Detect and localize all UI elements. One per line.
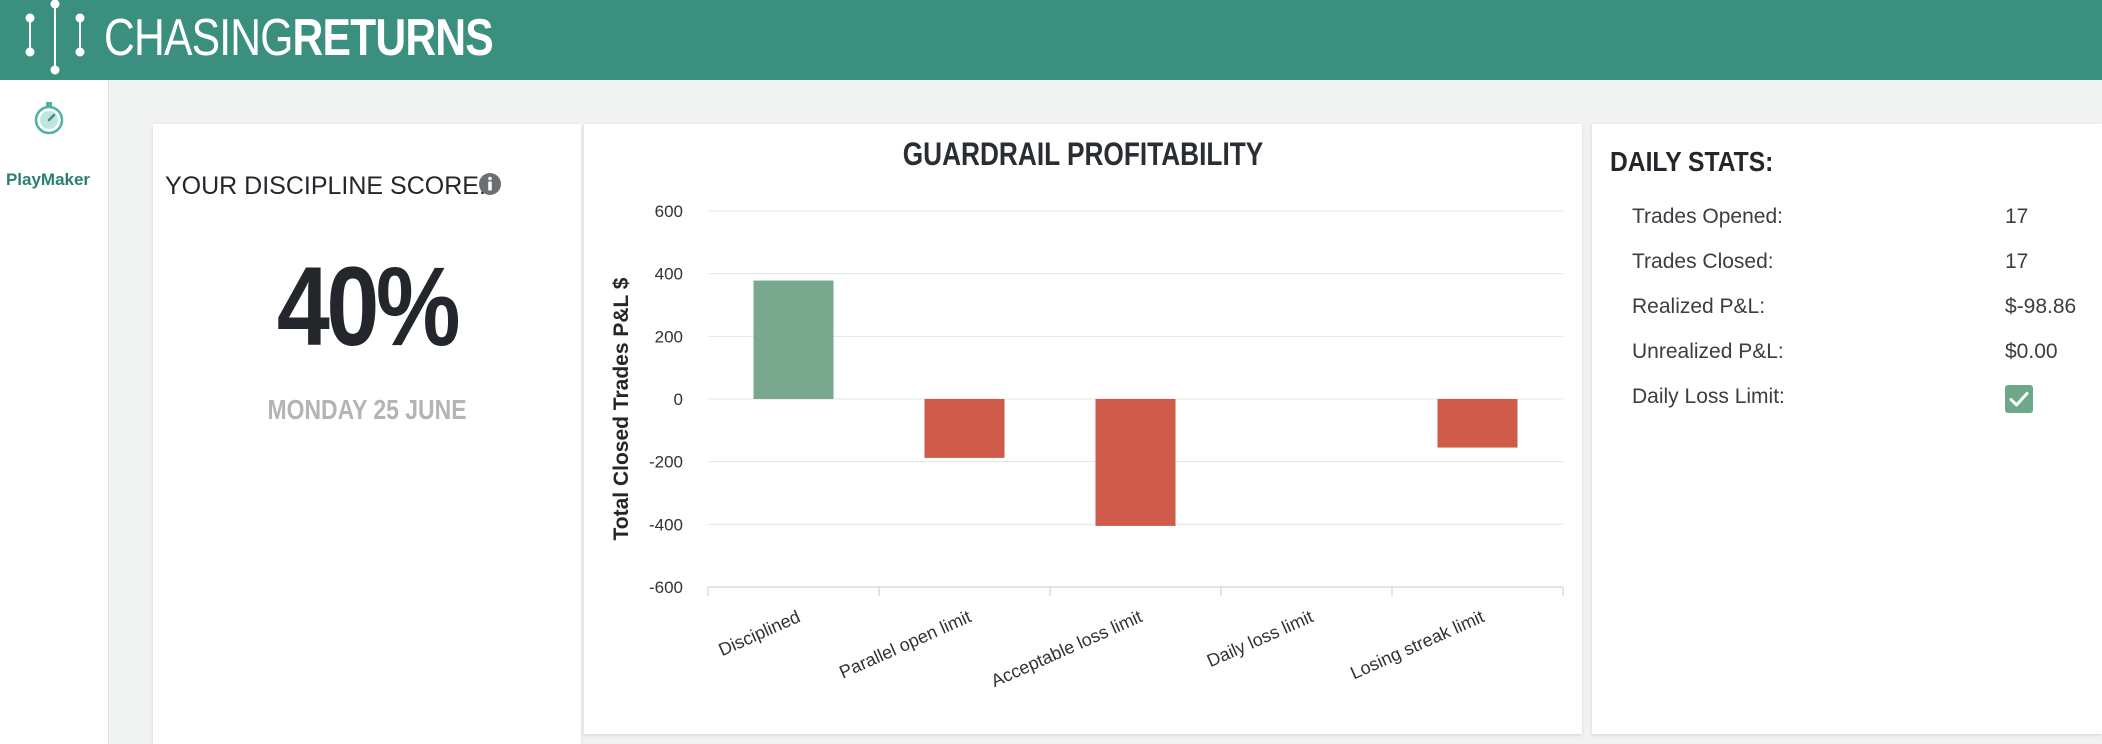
daily-stats-title: DAILY STATS: bbox=[1610, 146, 1774, 177]
y-axis-title: Total Closed Trades P&L $ bbox=[610, 277, 633, 540]
bar bbox=[1095, 399, 1176, 526]
y-tick-label: -400 bbox=[649, 515, 683, 534]
x-category-label: Disciplined bbox=[715, 606, 803, 660]
stat-value: $0.00 bbox=[2005, 340, 2058, 363]
y-tick-label: -200 bbox=[649, 453, 683, 472]
score-date: MONDAY 25 JUNE bbox=[267, 394, 467, 425]
x-category-label: Acceptable loss limit bbox=[988, 606, 1145, 691]
discipline-score-title: YOUR DISCIPLINE SCORE: bbox=[165, 172, 486, 200]
stat-row-unrealized-pl: Unrealized P&L: $0.00 bbox=[1632, 340, 2092, 370]
stat-value: $-98.86 bbox=[2005, 295, 2077, 318]
discipline-score-value: 40% bbox=[276, 244, 461, 369]
y-tick-label: 400 bbox=[655, 265, 683, 284]
logo-text-bold: RETURNS bbox=[292, 9, 494, 67]
guardrail-profitability-chart: 600 400 200 0 -200 -400 -600 Disciplined Paralle… bbox=[610, 202, 1564, 691]
x-category-label: Parallel open limit bbox=[836, 606, 974, 682]
stopwatch-icon bbox=[34, 102, 64, 135]
stat-row-daily-loss-limit: Daily Loss Limit: bbox=[1632, 385, 2092, 415]
bar bbox=[924, 399, 1005, 458]
logo-text-thin: CHASING bbox=[104, 9, 293, 67]
bar bbox=[1437, 399, 1518, 448]
y-tick-label: 0 bbox=[674, 390, 683, 409]
stat-label: Trades Opened: bbox=[1632, 205, 1783, 228]
stat-label: Trades Closed: bbox=[1632, 250, 1774, 273]
brand-logo-text[interactable]: CHASINGRETURNS bbox=[104, 9, 494, 67]
stat-label: Daily Loss Limit: bbox=[1632, 385, 1785, 408]
y-tick-label: 200 bbox=[655, 327, 683, 346]
bar bbox=[753, 280, 834, 399]
x-category-label: Daily loss limit bbox=[1204, 606, 1316, 671]
sidebar-item-playmaker[interactable]: PlayMaker bbox=[0, 94, 109, 189]
stat-row-trades-opened: Trades Opened: 17 bbox=[1632, 205, 2092, 235]
discipline-score-card: YOUR DISCIPLINE SCORE: 40% MONDAY 25 JUN… bbox=[153, 124, 581, 744]
info-icon[interactable] bbox=[478, 172, 502, 196]
stat-row-realized-pl: Realized P&L: $-98.86 bbox=[1632, 295, 2092, 325]
guardrail-profitability-card: 600 400 200 0 -200 -400 -600 Disciplined Paralle… bbox=[584, 124, 1582, 734]
stat-row-trades-closed: Trades Closed: 17 bbox=[1632, 250, 2092, 280]
stat-value: 17 bbox=[2005, 205, 2029, 228]
checkmark-icon bbox=[2009, 392, 2029, 407]
daily-loss-limit-checkbox[interactable] bbox=[2005, 385, 2033, 413]
sidebar-item-label: PlayMaker bbox=[5, 170, 91, 189]
dots-lines-logo-icon[interactable] bbox=[22, 0, 92, 80]
daily-stats-card: DAILY STATS: Trades Opened: 17 Trades Cl… bbox=[1592, 124, 2102, 734]
sidebar: PlayMaker bbox=[0, 80, 109, 744]
stat-value: 17 bbox=[2005, 250, 2029, 273]
y-tick-label: 600 bbox=[655, 202, 683, 221]
y-tick-label: -600 bbox=[649, 578, 683, 597]
chart-title: GUARDRAIL PROFITABILITY bbox=[902, 136, 1264, 172]
stat-label: Realized P&L: bbox=[1632, 295, 1766, 318]
x-category-label: Losing streak limit bbox=[1347, 606, 1487, 683]
stat-label: Unrealized P&L: bbox=[1632, 340, 1784, 363]
top-bar: CHASINGRETURNS bbox=[0, 0, 2102, 80]
